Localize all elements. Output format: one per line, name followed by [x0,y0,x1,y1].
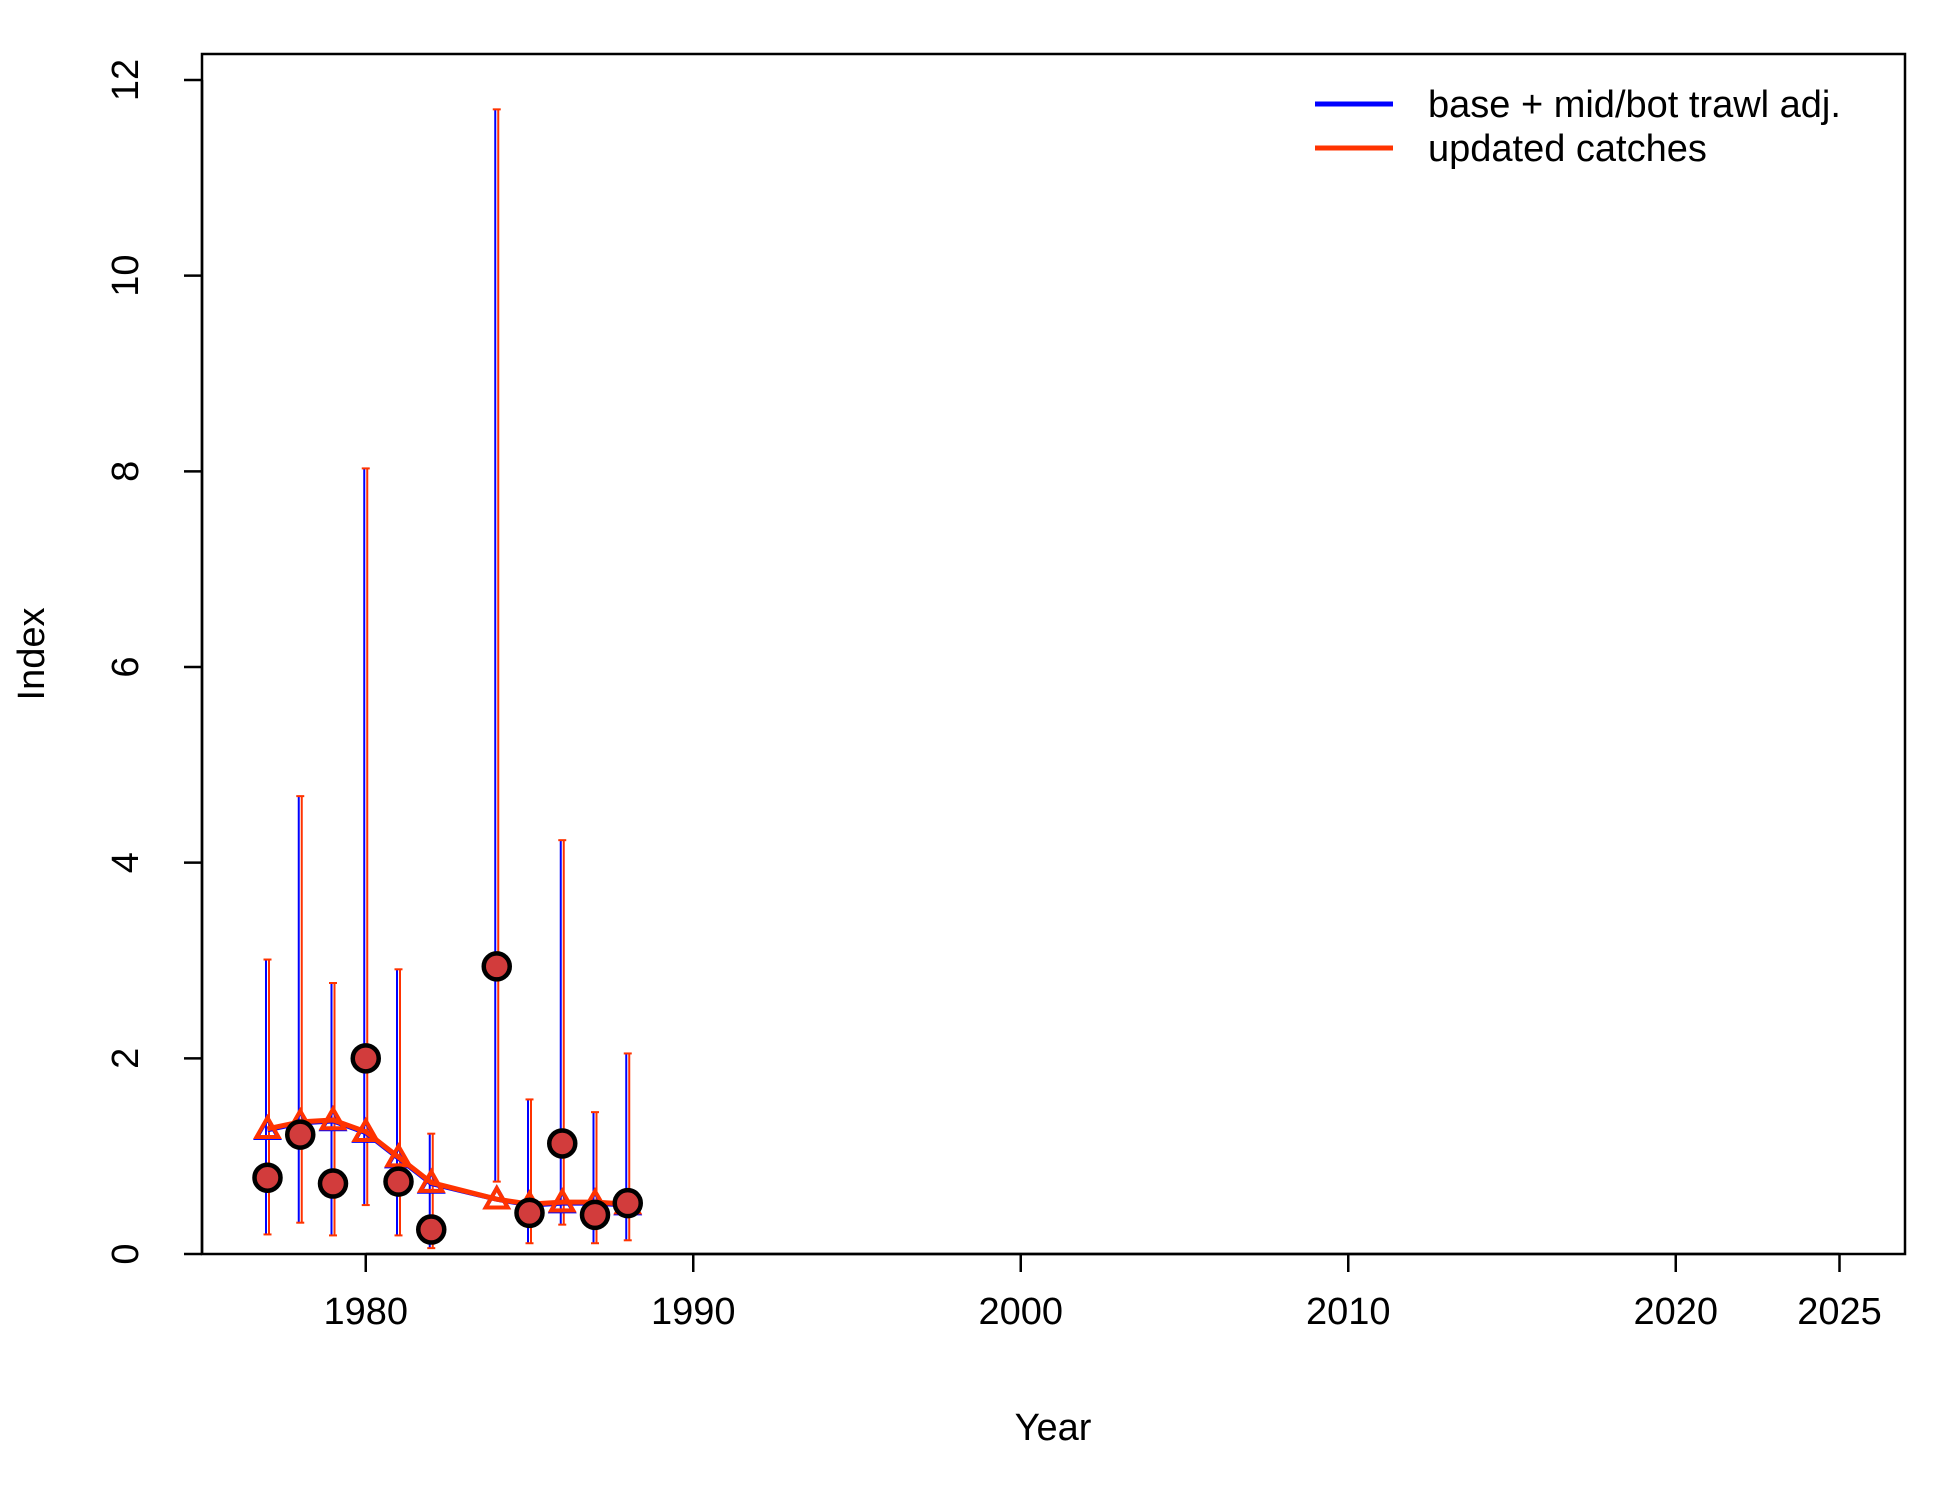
y-axis-label: Index [11,608,53,701]
observed-point [481,951,512,982]
x-tick-label: 2000 [978,1291,1063,1333]
observed-point [579,1199,611,1231]
series-marker-updated [482,1184,512,1210]
legend-label: updated catches [1428,128,1707,170]
y-tick-label: 8 [105,461,147,482]
series-marker-updated [318,1104,348,1131]
series-marker-updated [547,1187,577,1213]
x-axis: 1980 1990 2000 2010 2020 2025 [323,1252,1882,1333]
observed-point [514,1197,545,1229]
observed-point [547,1128,578,1159]
legend-label: base + mid/bot trawl adj. [1428,84,1841,126]
x-tick-label: 2020 [1633,1291,1718,1333]
observed-point [383,1166,414,1197]
series-marker-updated [253,1113,282,1140]
series-marker-updated [351,1116,381,1142]
observed-point [612,1187,643,1219]
error-bars [263,108,632,1250]
observed-point [252,1162,283,1193]
y-tick-label: 6 [105,656,147,677]
observed-point [350,1043,381,1074]
y-tick-label: 10 [105,255,147,297]
x-axis-label: Year [1015,1407,1092,1449]
y-tick-label: 2 [105,1048,147,1069]
observed-point [285,1119,316,1150]
series-marker-updated [384,1142,413,1168]
x-tick-label: 1990 [651,1291,736,1333]
y-tick-label: 4 [105,852,147,873]
y-tick-label: 12 [105,59,147,101]
observed-points [252,951,643,1245]
series-marker-updated [416,1167,446,1193]
legend: base + mid/bot trawl adj.updated catches [1315,84,1841,170]
x-tick-label: 1980 [323,1291,408,1333]
observed-point [416,1214,447,1245]
series-lines [253,1104,643,1216]
y-tick-label: 0 [105,1243,147,1264]
x-tick-label: 2025 [1797,1291,1882,1333]
observed-point [317,1168,349,1199]
plot-frame [200,52,1907,1256]
x-tick-label: 2010 [1306,1291,1391,1333]
y-axis: 0 2 4 6 8 10 12 [105,59,204,1265]
series-line-updated [266,1117,628,1207]
